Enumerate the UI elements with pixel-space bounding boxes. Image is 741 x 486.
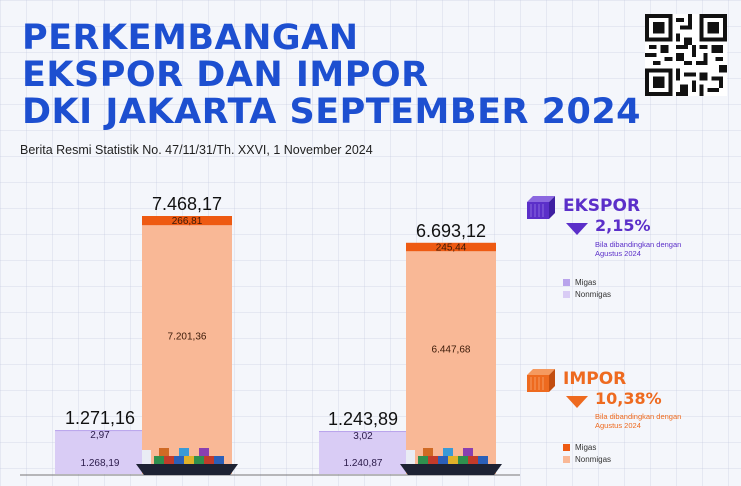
group-1-impor-migas-label: 266,81: [172, 216, 203, 227]
group-1-impor-nonmigas-label: 7.201,36: [168, 332, 207, 343]
page-subtitle: Berita Resmi Statistik No. 47/11/31/Th. …: [20, 143, 373, 157]
purple-container-icon: [527, 196, 555, 219]
group-1-impor-migas-bar: [142, 216, 232, 226]
ekspor-migas-swatch: [563, 279, 570, 286]
group-1-impor-nonmigas-bar: [142, 225, 232, 474]
group-2-ekspor-nonmigas-label: 1.240,87: [344, 458, 383, 469]
group-1-ekspor-migas-bar: [55, 430, 145, 432]
ekspor-note: Bila dibandingkan dengan Agustus 2024: [595, 240, 682, 258]
impor-change: 10,38%: [595, 389, 662, 408]
group-1-ekspor-nonmigas-bar: [55, 430, 145, 474]
ekspor-down-arrow-icon: [566, 223, 588, 235]
impor-migas-swatch: [563, 444, 570, 451]
ekspor-change: 2,15%: [595, 216, 651, 235]
page-title: PERKEMBANGAN EKSPOR DAN IMPOR DKI JAKART…: [22, 20, 641, 131]
group-1-ekspor-migas-label: 2,97: [90, 430, 110, 441]
ekspor-legend-nonmigas: Nonmigas: [563, 290, 611, 299]
group-2-impor-nonmigas-label: 6.447,68: [432, 345, 471, 356]
impor-note: Bila dibandingkan dengan Agustus 2024: [595, 412, 682, 430]
impor-title: IMPOR: [563, 369, 627, 389]
orange-container-icon: [527, 369, 555, 392]
group-1-impor-total-label: 7.468,17: [152, 194, 222, 214]
ekspor-nonmigas-swatch: [563, 291, 570, 298]
group-2-impor-total-label: 6.693,12: [416, 221, 486, 241]
impor-legend: Migas Nonmigas: [563, 443, 611, 467]
impor-legend-nonmigas: Nonmigas: [563, 455, 611, 464]
title-line-3: DKI JAKARTA SEPTEMBER 2024: [22, 92, 642, 132]
ekspor-title: EKSPOR: [563, 196, 641, 216]
ekspor-legend: Migas Nonmigas: [563, 278, 611, 302]
group-2-impor-migas-bar: [406, 242, 496, 252]
group-2-ekspor-migas-label: 3,02: [353, 431, 373, 442]
ekspor-legend-migas: Migas: [563, 278, 611, 287]
group-2-ekspor-nonmigas-bar: [319, 431, 407, 474]
title-line-1: PERKEMBANGAN: [22, 18, 359, 58]
qr-code-icon: [645, 14, 727, 96]
group-2-ekspor-total-label: 1.243,89: [328, 409, 398, 429]
group-1-cargo-ship-icon: [136, 448, 238, 475]
group-2-cargo-ship-icon: [400, 448, 502, 475]
impor-legend-migas: Migas: [563, 443, 611, 452]
group-1-ekspor-total-label: 1.271,16: [65, 408, 135, 428]
group-2-impor-migas-label: 245,44: [436, 243, 467, 254]
group-1-ekspor-nonmigas-label: 1.268,19: [81, 458, 120, 469]
impor-nonmigas-swatch: [563, 456, 570, 463]
group-2-ekspor-migas-bar: [319, 431, 407, 433]
impor-down-arrow-icon: [566, 396, 588, 408]
title-line-2: EKSPOR DAN IMPOR: [22, 55, 429, 95]
group-2-impor-nonmigas-bar: [406, 251, 496, 474]
